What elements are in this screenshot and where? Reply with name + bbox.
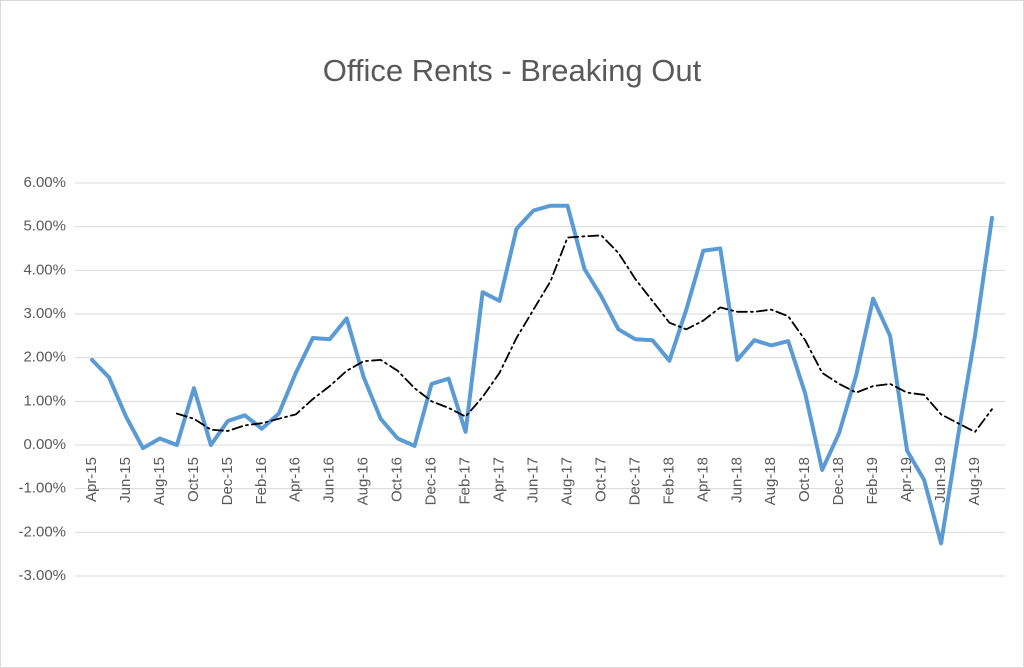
x-tick-label: Aug-19: [966, 457, 983, 505]
x-tick-label: Aug-18: [762, 457, 779, 505]
y-tick-label: 5.00%: [23, 218, 66, 235]
x-tick-label: Jun-17: [524, 457, 541, 503]
x-tick-label: Apr-15: [83, 457, 100, 502]
y-tick-label: 6.00%: [23, 174, 66, 191]
x-tick-label: Oct-17: [592, 457, 609, 502]
x-tick-label: Apr-17: [491, 457, 508, 502]
x-tick-label: Aug-16: [355, 457, 372, 505]
x-tick-label: Aug-15: [151, 457, 168, 505]
x-tick-label: Dec-17: [626, 457, 643, 505]
x-tick-label: Jun-15: [117, 457, 134, 503]
x-tick-label: Feb-17: [457, 457, 474, 505]
x-tick-label: Oct-15: [185, 457, 202, 502]
x-tick-label: Jun-18: [728, 457, 745, 503]
x-tick-label: Dec-16: [423, 457, 440, 505]
y-tick-label: 3.00%: [23, 305, 66, 322]
x-tick-label: Feb-18: [660, 457, 677, 505]
y-tick-label: 0.00%: [23, 436, 66, 453]
y-tick-label: -2.00%: [18, 523, 66, 540]
data-line: [90, 203, 994, 546]
x-tick-label: Apr-18: [694, 457, 711, 502]
x-tick-label: Jun-19: [932, 457, 949, 503]
y-tick-label: -3.00%: [18, 567, 66, 584]
x-tick-label: Jun-16: [321, 457, 338, 503]
x-tick-label: Aug-17: [558, 457, 575, 505]
x-tick-label: Apr-16: [287, 457, 304, 502]
x-tick-label: Feb-16: [253, 457, 270, 505]
data-line: [176, 234, 993, 433]
x-tick-label: Oct-18: [796, 457, 813, 502]
x-tick-label: Apr-19: [898, 457, 915, 502]
y-tick-label: 2.00%: [23, 349, 66, 366]
x-tick-label: Feb-19: [864, 457, 881, 505]
chart-title: Office Rents - Breaking Out: [323, 53, 702, 88]
y-tick-label: 4.00%: [23, 261, 66, 278]
x-tick-label: Dec-15: [219, 457, 236, 505]
x-tick-label: Dec-18: [830, 457, 847, 505]
x-tick-label: Oct-16: [389, 457, 406, 502]
y-tick-label: -1.00%: [18, 480, 66, 497]
y-tick-label: 1.00%: [23, 392, 66, 409]
